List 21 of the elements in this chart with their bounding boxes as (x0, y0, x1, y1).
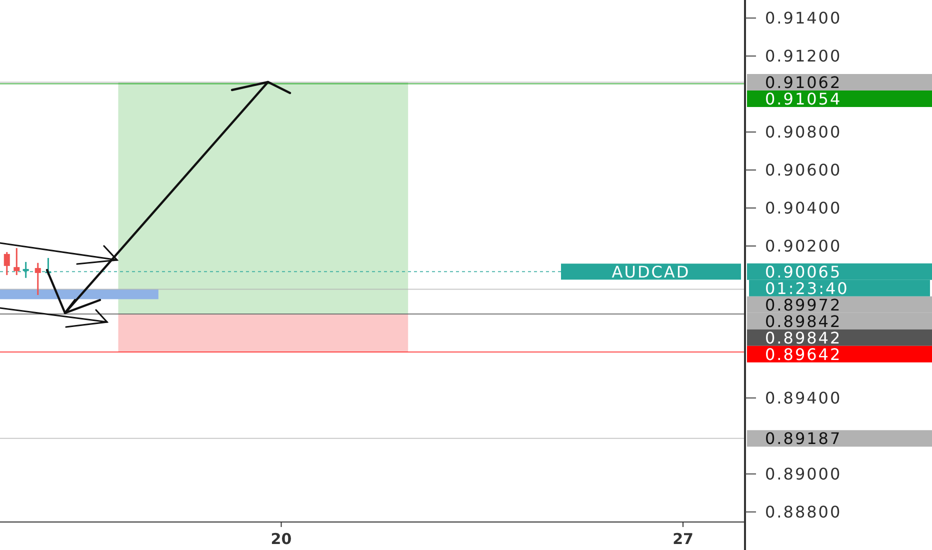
y-tick-label: 0.89400 (765, 388, 842, 408)
ref-line-label: 0.89972 (765, 295, 842, 314)
y-tick-label: 0.90600 (765, 160, 842, 180)
ref-line-label: 0.89187 (765, 429, 842, 448)
y-tick-label: 0.91200 (765, 46, 842, 66)
y-tick-label: 0.91400 (765, 8, 842, 28)
ref-line-label: 0.89842 (765, 328, 842, 348)
y-tick-label: 0.88800 (765, 502, 842, 522)
ref-line-label: 0.89842 (765, 312, 842, 331)
ref-line-label: 0.89642 (765, 344, 842, 364)
text: 01:23:40 (765, 278, 849, 298)
y-tick-label: 0.90400 (765, 198, 842, 218)
x-tick-label: 27 (672, 530, 694, 548)
ref-line-label: 0.91062 (765, 73, 842, 92)
symbol-tag: AUDCAD (561, 262, 741, 282)
ref-line-label: 0.90065 (765, 262, 842, 282)
y-tick-label: 0.90800 (765, 122, 842, 142)
ref-line-label: 0.91054 (765, 90, 842, 109)
y-tick-label: 0.90200 (765, 236, 842, 256)
x-tick-label: 20 (270, 530, 292, 548)
y-tick-label: 0.89000 (765, 464, 842, 484)
